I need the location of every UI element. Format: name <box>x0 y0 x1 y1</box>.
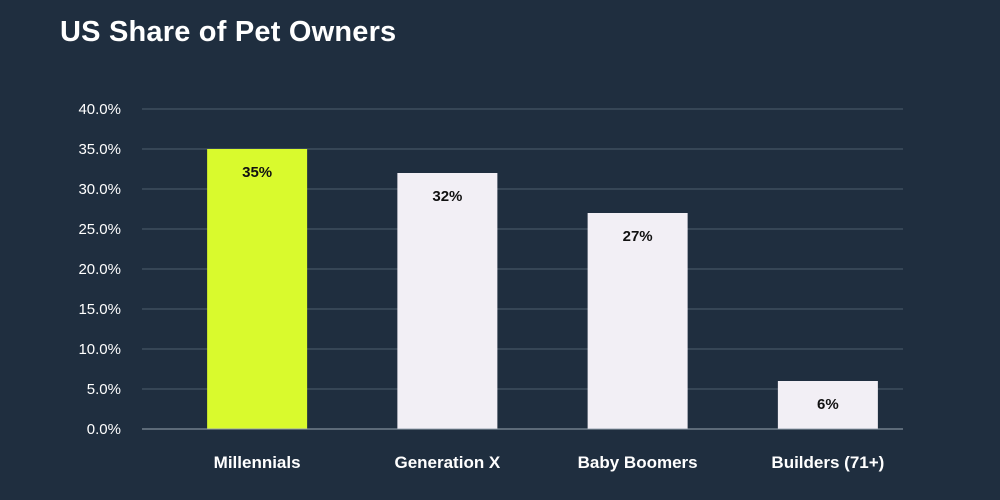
y-axis-ticks: 0.0% 5.0% 10.0% 15.0% 20.0% 25.0% 30.0% 35.0% 40… <box>78 101 121 438</box>
x-tick-label: Millennials <box>214 453 301 472</box>
data-label: 27% <box>623 228 653 245</box>
bars <box>207 149 878 429</box>
x-axis-ticks: Millennials Generation X Baby Boomers Build… <box>214 453 885 472</box>
y-tick-label: 25.0% <box>78 221 121 238</box>
bar-generation-x <box>397 173 498 429</box>
bar-baby-boomers <box>587 213 688 429</box>
y-tick-label: 35.0% <box>78 141 121 158</box>
y-tick-label: 15.0% <box>78 301 121 318</box>
x-tick-label: Generation X <box>394 453 500 472</box>
y-tick-label: 40.0% <box>78 101 121 118</box>
y-tick-label: 20.0% <box>78 261 121 278</box>
chart-title: US Share of Pet Owners <box>60 16 397 48</box>
y-tick-label: 10.0% <box>78 341 121 358</box>
data-label: 32% <box>432 188 462 205</box>
x-tick-label: Baby Boomers <box>578 453 698 472</box>
y-tick-label: 5.0% <box>87 381 121 398</box>
bar-millennials <box>207 149 308 429</box>
data-labels: 35% 32% 27% 6% <box>242 164 839 413</box>
data-label: 6% <box>817 396 839 413</box>
x-tick-label: Builders (71+) <box>771 453 884 472</box>
bar-builders-71 <box>777 381 878 429</box>
y-tick-label: 0.0% <box>87 421 121 438</box>
data-label: 35% <box>242 164 272 181</box>
y-tick-label: 30.0% <box>78 181 121 198</box>
